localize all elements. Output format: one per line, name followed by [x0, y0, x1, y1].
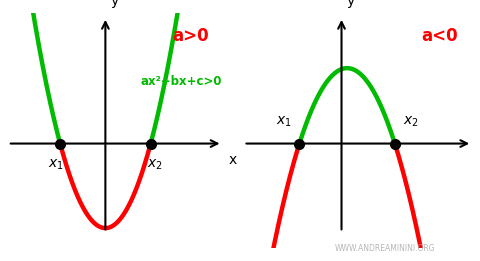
- Text: x: x: [478, 153, 480, 167]
- Text: $x_2$: $x_2$: [402, 115, 418, 129]
- Text: $x_1$: $x_1$: [48, 158, 64, 172]
- Text: a>0: a>0: [172, 27, 209, 45]
- Text: x: x: [228, 153, 237, 167]
- Text: $x_1$: $x_1$: [275, 115, 291, 129]
- Text: a<0: a<0: [420, 27, 457, 45]
- Text: WWW.ANDREAMININI.ORG: WWW.ANDREAMININI.ORG: [334, 244, 434, 253]
- Text: y: y: [346, 0, 354, 8]
- Text: $x_2$: $x_2$: [146, 158, 162, 172]
- Text: y: y: [110, 0, 118, 8]
- Text: ax²+bx+c>0: ax²+bx+c>0: [140, 75, 221, 88]
